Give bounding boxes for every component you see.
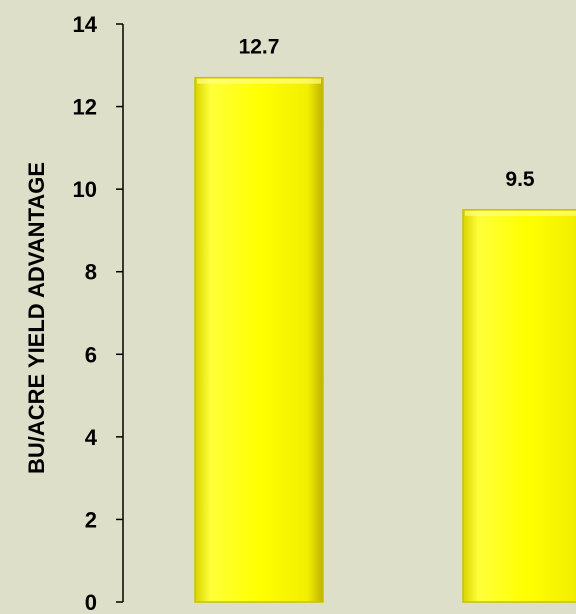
bar-bevel [465,210,576,216]
y-tick-label: 10 [73,177,97,202]
bars [194,76,576,603]
y-tick-label: 14 [73,12,98,37]
y-tick-label: 12 [73,95,97,120]
data-labels: 12.7 9.5 [239,36,535,191]
y-tick-label: 0 [85,590,97,614]
y-tick-label: 4 [85,425,98,450]
bar-value-label: 9.5 [505,168,535,191]
bar-value-label: 12.7 [239,36,280,59]
bar-bevel [197,78,321,84]
y-axis-ticks: 0 2 4 6 8 10 12 14 [73,12,123,614]
bar [194,76,324,603]
y-axis-label: BU/ACRE YIELD ADVANTAGE [24,162,49,474]
bar [462,209,576,603]
y-tick-label: 8 [85,260,97,285]
y-tick-label: 6 [85,342,97,367]
y-tick-label: 2 [85,507,97,532]
